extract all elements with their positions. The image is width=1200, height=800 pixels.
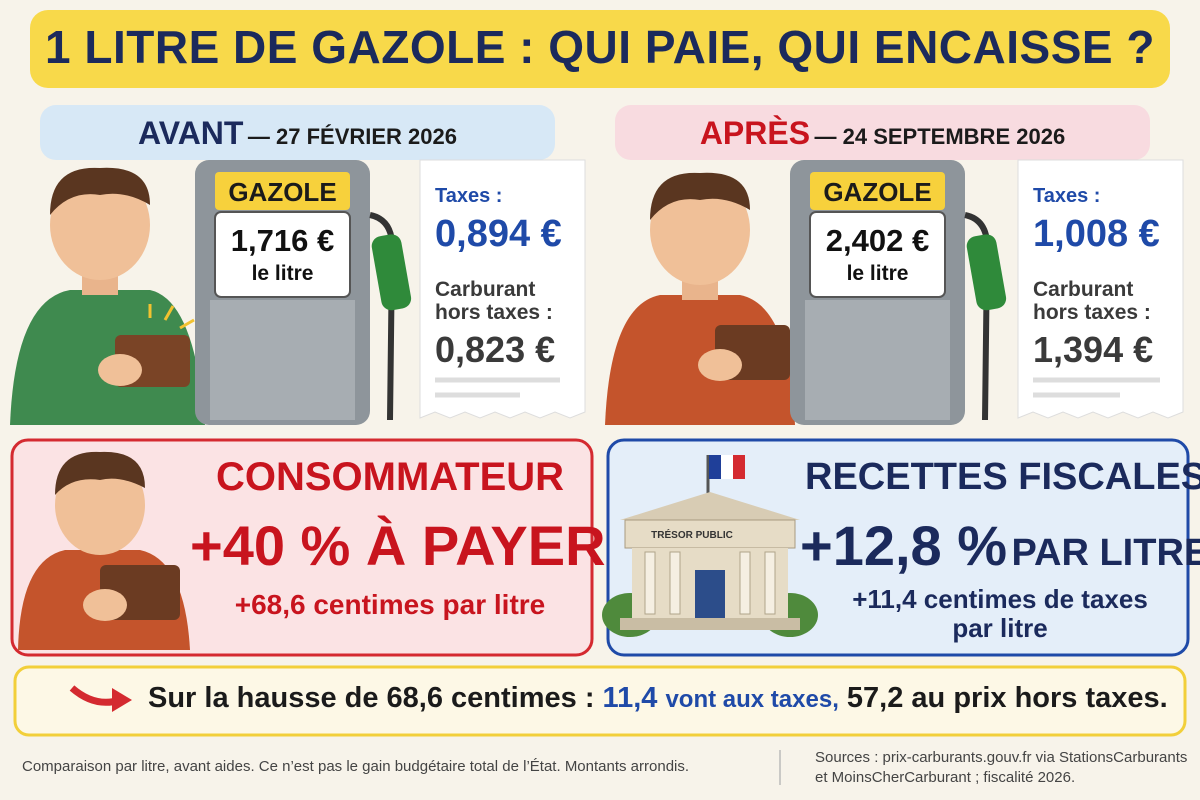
pump-label: GAZOLE: [228, 177, 337, 207]
before-pill: [40, 105, 555, 160]
pump-display: [214, 211, 351, 298]
taxes-value: 1,008 €: [1033, 213, 1160, 255]
pump-panel: [210, 300, 355, 420]
consumer-headline: +40 % À PAYER: [190, 514, 606, 577]
fuel-label: Carburant hors taxes :: [435, 278, 553, 325]
hand: [698, 349, 742, 381]
pediment: [620, 492, 800, 520]
door: [695, 570, 725, 618]
pump-after: [790, 160, 1007, 425]
person-consumer: [18, 451, 190, 650]
flag-red: [733, 455, 745, 479]
hair: [650, 172, 750, 220]
sparkle: [148, 304, 195, 330]
column: [669, 551, 681, 615]
receipt-before: [419, 159, 586, 419]
person-before: [10, 167, 205, 425]
treasury-building: [602, 455, 818, 637]
pump-price: 2,402 €: [825, 223, 930, 258]
consumer-detail: +68,6 centimes par litre: [234, 589, 546, 620]
hand: [98, 354, 142, 386]
summary-arrowhead: [112, 688, 132, 712]
fuel-value: 0,823 €: [435, 329, 556, 370]
flag-blue: [709, 455, 721, 479]
flag-white: [721, 455, 733, 479]
summary-rest: 57,2 au prix hors taxes.: [846, 682, 1168, 714]
after-date: — 24 SEPTEMBRE 2026: [814, 124, 1066, 149]
head: [650, 175, 750, 285]
tax-title: RECETTES FISCALES: [805, 456, 1200, 498]
taxes-value: 0,894 €: [435, 213, 562, 255]
summary: Sur la hausse de 68,6 centimes : 11,4 vo…: [148, 682, 1168, 715]
before-header: AVANT — 27 FÉVRIER 2026: [40, 115, 555, 151]
person-after: [605, 172, 795, 425]
summary-taxes-text: vont aux taxes,: [665, 686, 839, 713]
hair: [50, 167, 150, 215]
consumer-title: CONSOMMATEUR: [215, 455, 565, 499]
column: [739, 551, 751, 615]
before-date: — 27 FÉVRIER 2026: [247, 124, 458, 149]
pump-display: [809, 211, 946, 298]
hair: [55, 451, 145, 495]
after-pill: [615, 105, 1150, 160]
fuel-value: 1,394 €: [1033, 329, 1154, 370]
tax-headline-unit: PAR LITRE: [1011, 532, 1200, 574]
pump-unit: le litre: [251, 262, 314, 285]
after-label: APRÈS: [699, 115, 811, 151]
building-label: TRÉSOR PUBLIC: [651, 530, 733, 541]
column: [764, 551, 776, 615]
footer-note: Comparaison par litre, avant aides. Ce n…: [22, 758, 690, 775]
footer-sources: Sources : prix-carburants.gouv.fr via St…: [815, 749, 1188, 786]
title: 1 LITRE DE GAZOLE : QUI PAIE, QUI ENCAIS…: [45, 21, 1155, 73]
hand: [83, 589, 127, 621]
pump-label: GAZOLE: [823, 177, 932, 207]
taxes-label: Taxes :: [1033, 185, 1101, 207]
summary-lead: Sur la hausse de 68,6 centimes :: [148, 682, 595, 714]
tax-headline: +12,8 % PAR LITRE: [800, 514, 1200, 577]
frieze: [624, 519, 796, 549]
nozzle: [371, 234, 412, 311]
pump-panel: [805, 300, 950, 420]
nozzle: [966, 234, 1007, 311]
after-header: APRÈS — 24 SEPTEMBRE 2026: [615, 115, 1150, 151]
title-banner: [30, 10, 1170, 88]
head: [50, 170, 150, 280]
column: [644, 551, 656, 615]
taxes-label: Taxes :: [435, 185, 503, 207]
tax-detail: +11,4 centimes de taxes par litre: [852, 584, 1148, 643]
tax-headline-value: +12,8 %: [800, 514, 1008, 577]
pump-unit: le litre: [846, 262, 909, 285]
summary-taxes-amount: 11,4: [602, 682, 658, 714]
fuel-label: Carburant hors taxes :: [1033, 278, 1151, 325]
pump-label-box: [810, 172, 945, 210]
receipt-after: [1017, 159, 1184, 419]
before-label: AVANT: [137, 115, 244, 151]
pump-price: 1,716 €: [230, 223, 335, 258]
summary-box: [13, 665, 1187, 737]
pump-before: [195, 160, 412, 425]
steps: [620, 618, 800, 630]
pump-label-box: [215, 172, 350, 210]
